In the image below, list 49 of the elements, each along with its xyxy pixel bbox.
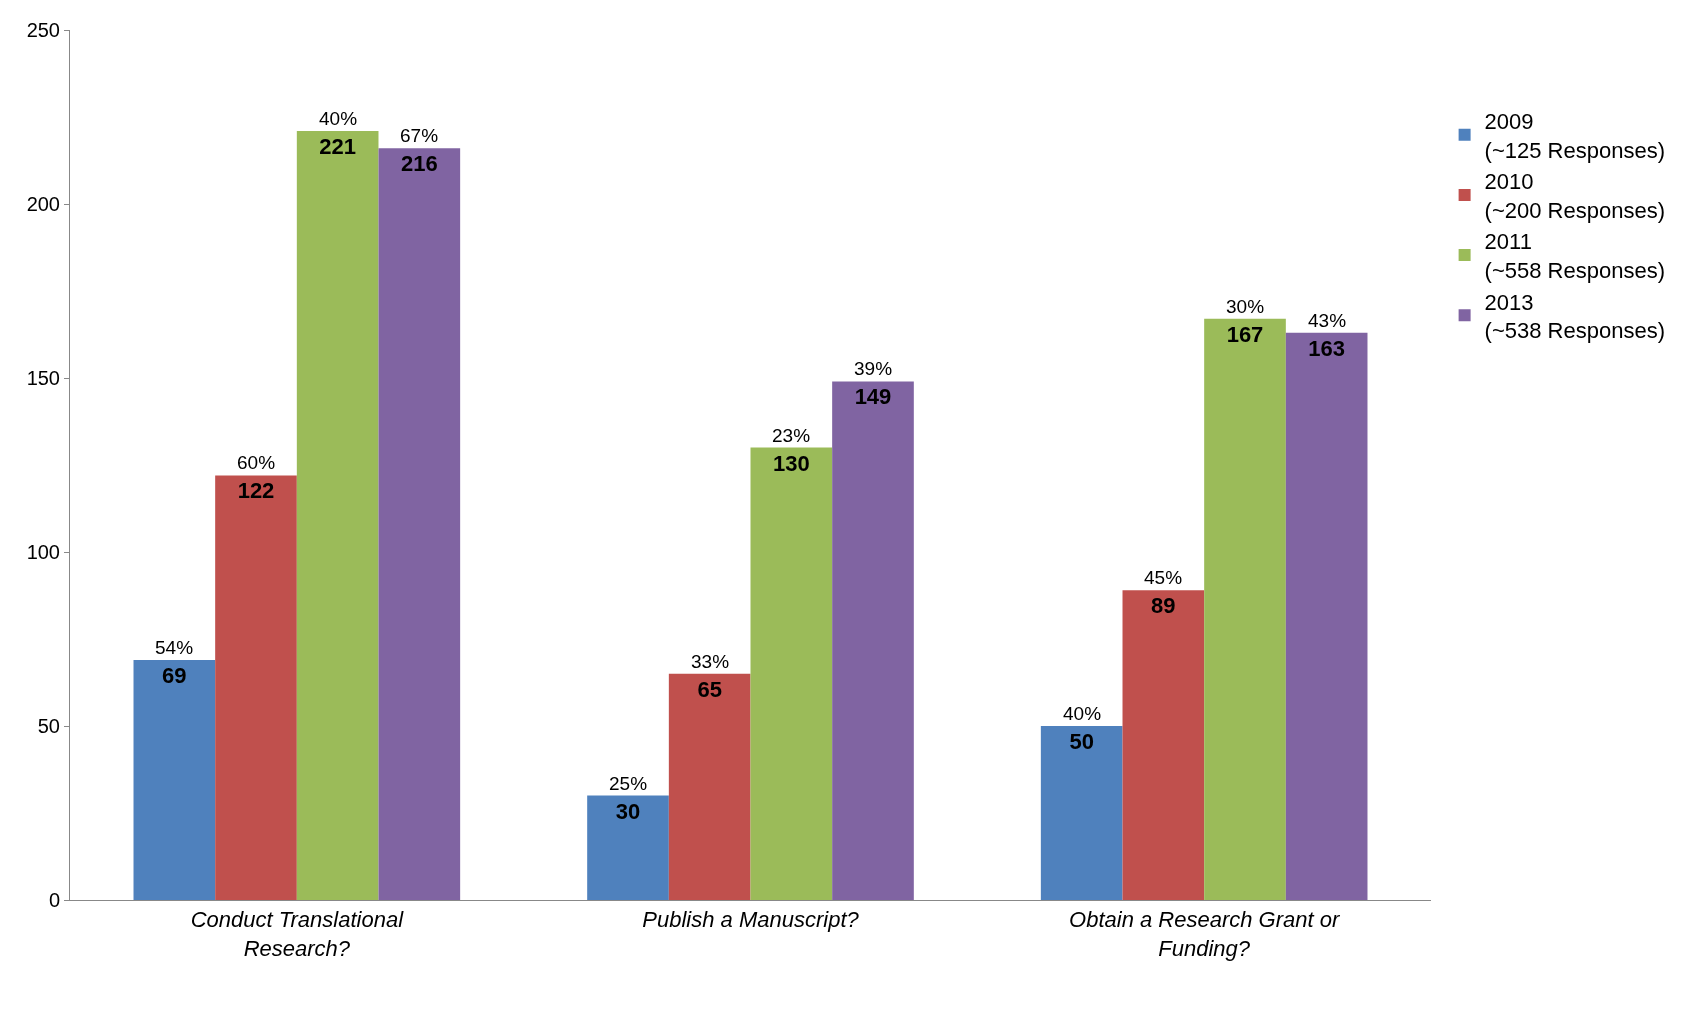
- bar: [1122, 590, 1205, 900]
- data-label: 221: [319, 133, 357, 159]
- data-label: 163: [1308, 335, 1346, 361]
- bar: [215, 475, 297, 900]
- y-tick-label: 150: [26, 367, 60, 389]
- annotation: 43%: [1308, 310, 1347, 331]
- data-label: 69: [162, 662, 187, 688]
- annotation: 30%: [1226, 296, 1265, 317]
- bar: [668, 673, 751, 900]
- annotation: 60%: [237, 452, 276, 473]
- data-label: 30: [615, 798, 641, 824]
- bar: [378, 148, 461, 900]
- annotation: 40%: [319, 108, 358, 129]
- annotation: 40%: [1063, 703, 1102, 724]
- legend-label: 2009 (~125 Responses): [1484, 108, 1665, 163]
- bar: [1040, 726, 1123, 900]
- annotation: 67%: [400, 125, 439, 146]
- annotation: 23%: [772, 425, 811, 446]
- bar: [296, 130, 379, 900]
- data-label: 130: [772, 450, 810, 476]
- legend-label: 2011 (~558 Responses): [1484, 229, 1665, 283]
- y-tick-label: 100: [26, 541, 60, 563]
- data-label: 149: [854, 384, 892, 410]
- data-label: 65: [697, 676, 722, 702]
- bar: [750, 447, 833, 900]
- y-tick-label: 50: [37, 715, 60, 737]
- y-tick-label: 0: [48, 889, 60, 911]
- data-label: 122: [237, 478, 275, 504]
- bar: [832, 381, 914, 900]
- annotation: 33%: [691, 651, 730, 672]
- bar: [587, 795, 669, 900]
- x-tick-label: Conduct Translational Research?: [190, 907, 405, 961]
- data-label: 89: [1151, 593, 1176, 619]
- annotation: 39%: [854, 358, 893, 379]
- x-tick-label: Obtain a Research Grant or Funding?: [1069, 907, 1341, 961]
- legend-label: 2013 (~538 Responses): [1484, 289, 1665, 344]
- data-label: 50: [1069, 729, 1094, 754]
- bar: [1285, 332, 1368, 900]
- y-tick-label: 250: [26, 19, 60, 41]
- annotation: 45%: [1144, 567, 1183, 588]
- x-tick-label: Publish a Manuscript?: [642, 907, 860, 933]
- legend-label: 2010 (~200 Responses): [1484, 169, 1665, 223]
- data-label: 167: [1226, 321, 1264, 347]
- annotation: 25%: [609, 773, 648, 794]
- annotation: 54%: [155, 637, 194, 658]
- bar: [1204, 318, 1286, 900]
- y-tick-label: 200: [26, 193, 60, 215]
- data-label: 216: [400, 151, 438, 177]
- bar: [133, 659, 216, 900]
